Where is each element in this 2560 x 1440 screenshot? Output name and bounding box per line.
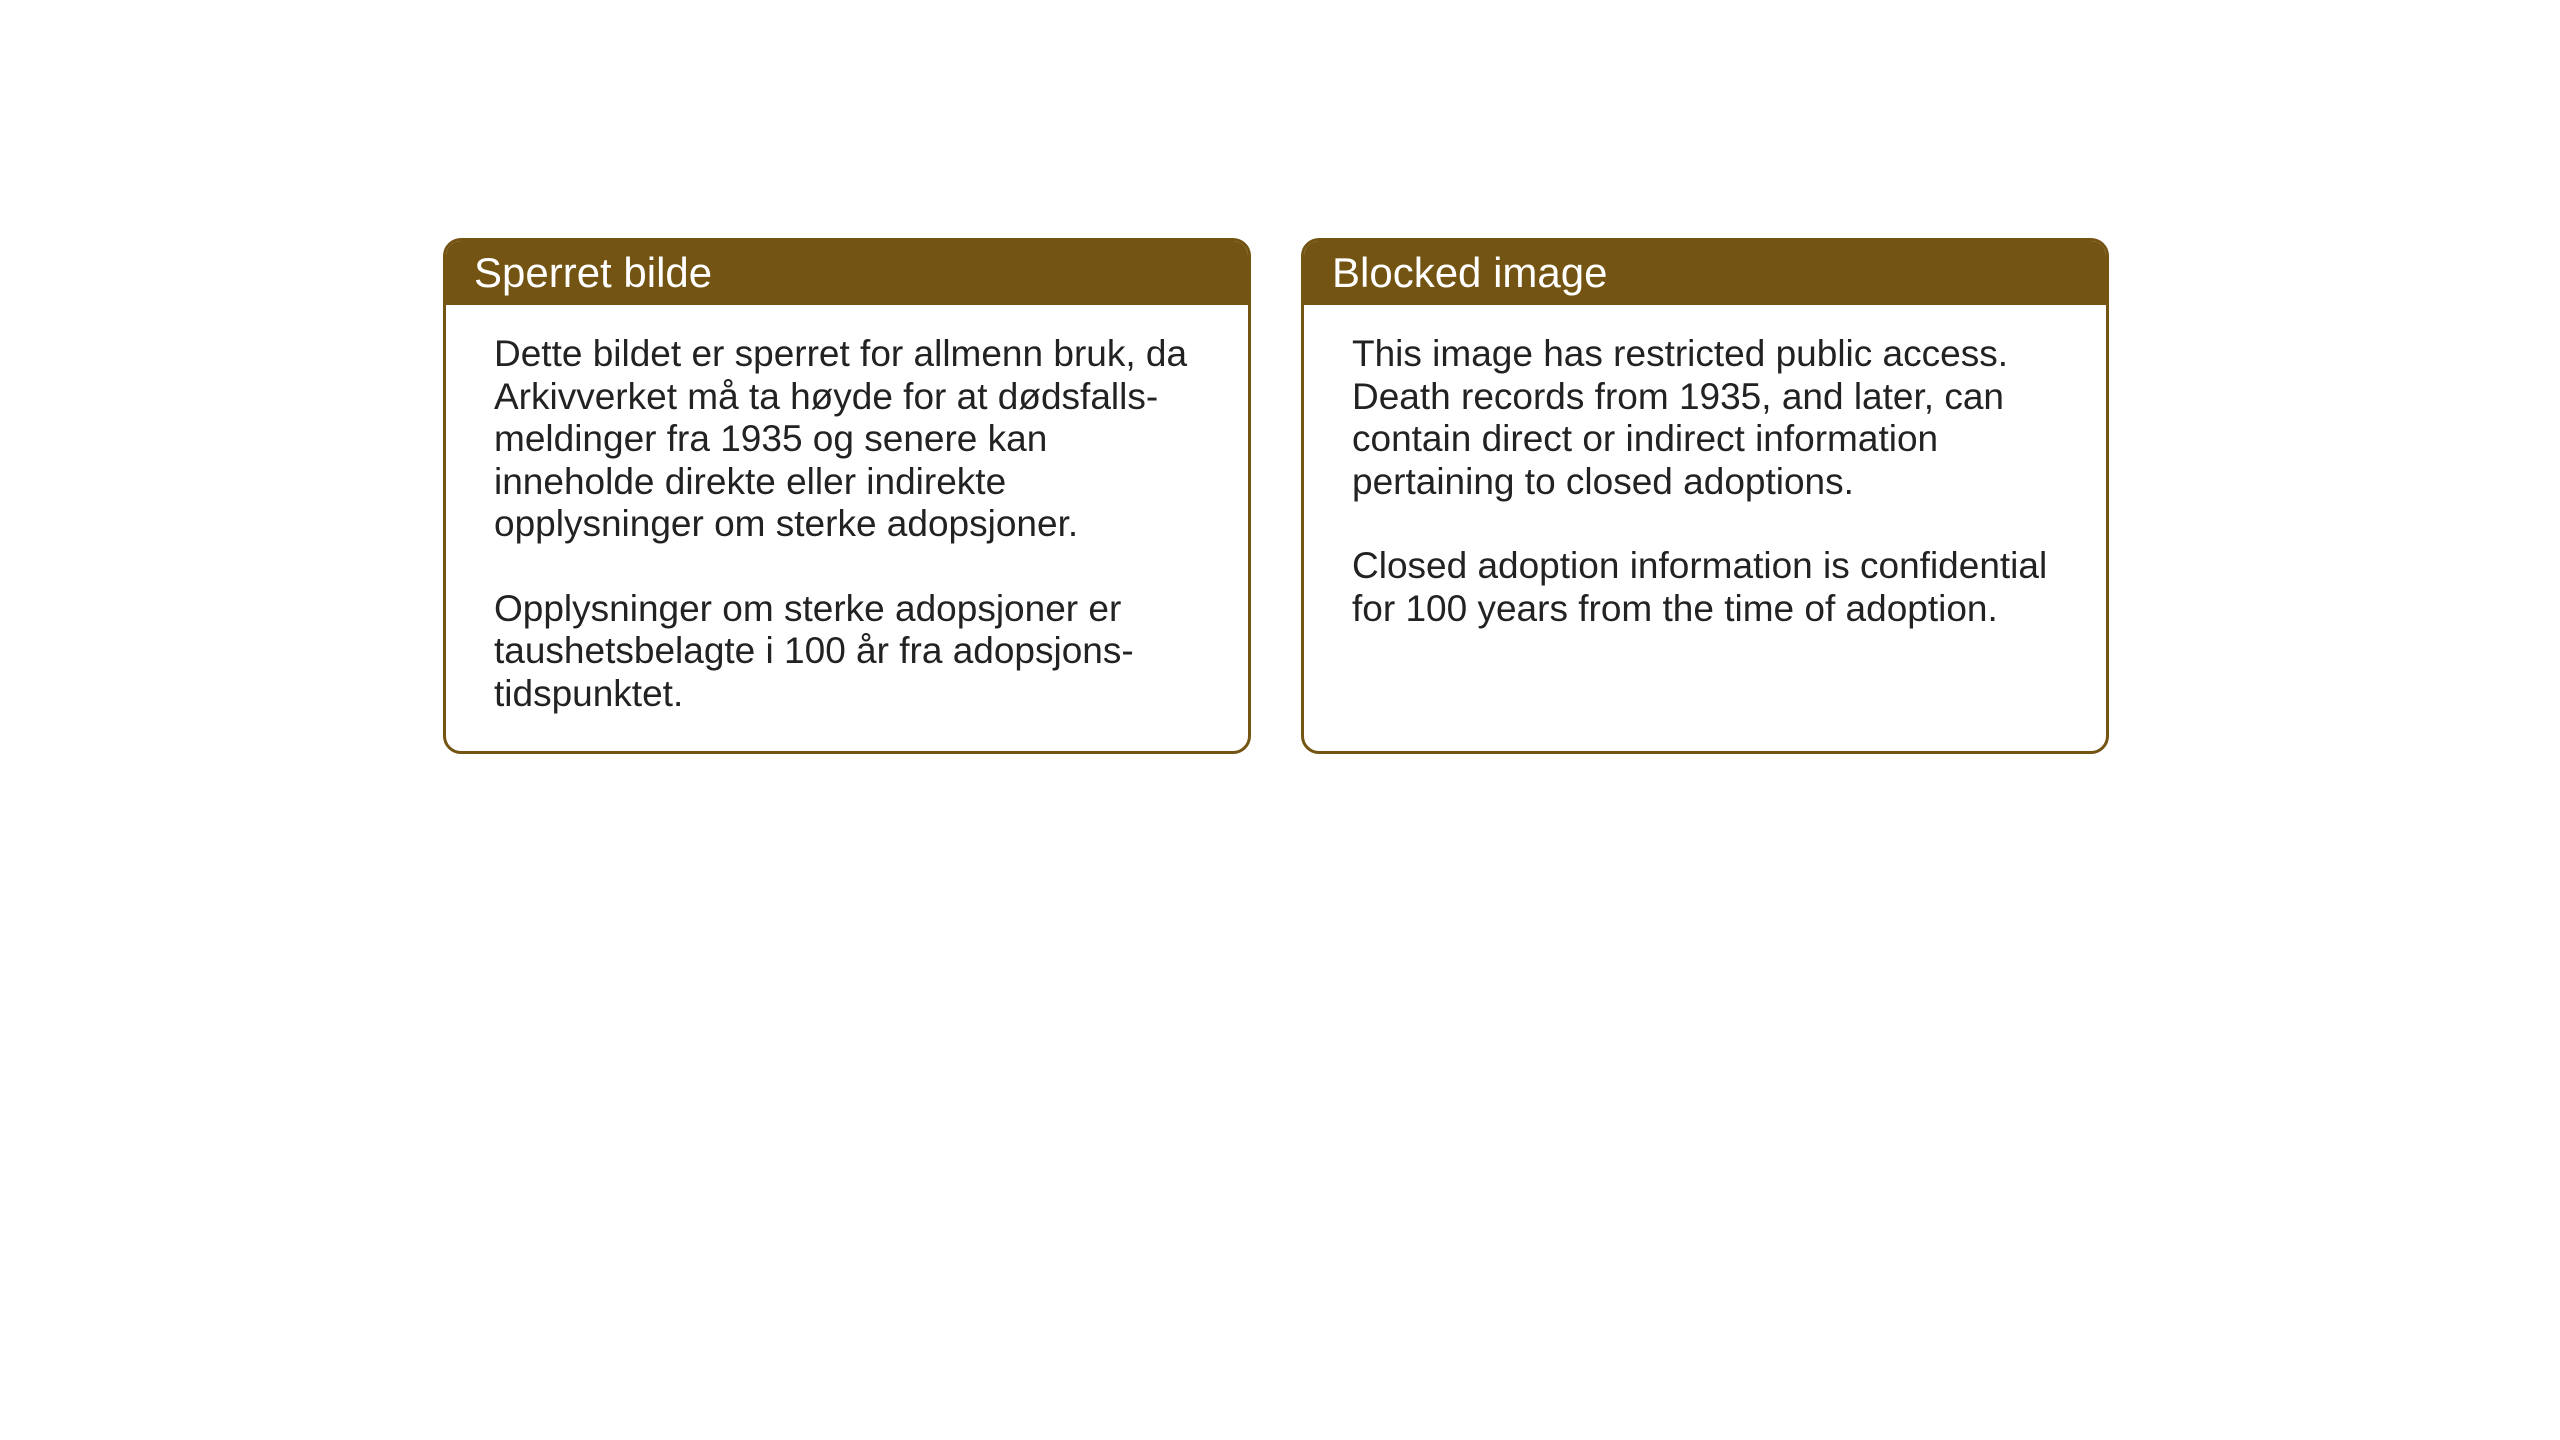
notice-body-english: This image has restricted public access.… — [1304, 305, 2106, 745]
notice-title-english: Blocked image — [1332, 249, 1607, 296]
notice-paragraph-2-norwegian: Opplysninger om sterke adopsjoner er tau… — [494, 588, 1206, 716]
notice-header-norwegian: Sperret bilde — [446, 241, 1248, 305]
notice-card-english: Blocked image This image has restricted … — [1301, 238, 2109, 754]
notice-card-norwegian: Sperret bilde Dette bildet er sperret fo… — [443, 238, 1251, 754]
notice-body-norwegian: Dette bildet er sperret for allmenn bruk… — [446, 305, 1248, 751]
notice-title-norwegian: Sperret bilde — [474, 249, 712, 296]
notice-header-english: Blocked image — [1304, 241, 2106, 305]
notice-container: Sperret bilde Dette bildet er sperret fo… — [443, 238, 2109, 754]
notice-paragraph-1-english: This image has restricted public access.… — [1352, 333, 2064, 503]
notice-paragraph-2-english: Closed adoption information is confident… — [1352, 545, 2064, 630]
notice-paragraph-1-norwegian: Dette bildet er sperret for allmenn bruk… — [494, 333, 1206, 546]
